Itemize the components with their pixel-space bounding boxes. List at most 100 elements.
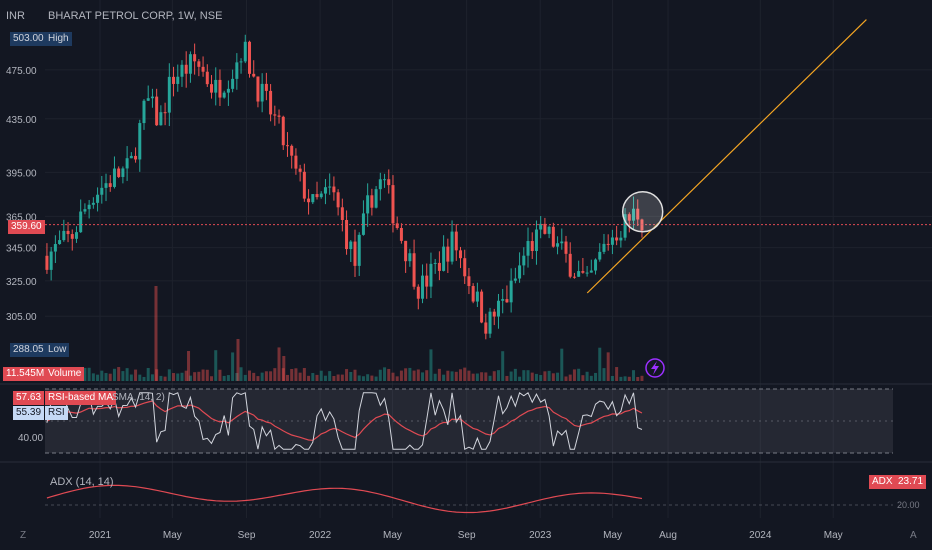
volume-bar	[336, 374, 340, 381]
volume-bar	[594, 372, 598, 381]
candle-body	[475, 291, 479, 302]
volume-bar	[518, 376, 522, 381]
volume-bar	[264, 371, 268, 381]
price-pane[interactable]	[45, 19, 932, 381]
volume-bar	[480, 372, 484, 381]
candle-body	[315, 194, 319, 198]
candle-body	[433, 262, 437, 264]
candle-body	[328, 186, 332, 188]
candle-body	[632, 208, 636, 221]
volume-bar	[256, 376, 260, 381]
candle-body	[636, 208, 640, 220]
candle-body	[277, 115, 281, 117]
candle-body	[197, 61, 201, 67]
candle-body	[193, 54, 197, 62]
volume-bar	[408, 367, 412, 381]
candle-body	[391, 185, 395, 224]
rsi-axis-label: 40.00	[18, 433, 44, 444]
candle-body	[290, 145, 294, 156]
volume-bar	[471, 373, 475, 381]
y-tick-label: 365.00	[6, 212, 37, 223]
volume-bar	[547, 370, 551, 381]
candle-body	[408, 253, 412, 262]
candle-body	[496, 300, 500, 317]
candle-body	[623, 214, 627, 238]
volume-bar	[302, 368, 306, 381]
volume-bar	[475, 373, 479, 381]
x-axis: 2021 May Sep 2022 May Sep 2023 May Aug 2024 May	[89, 530, 843, 541]
lightning-icon[interactable]	[645, 358, 665, 378]
volume-value-tag: 11.545M	[3, 367, 48, 381]
volume-bar	[484, 372, 488, 381]
volume-bar	[159, 375, 163, 381]
volume-bar	[366, 374, 370, 381]
candle-body	[480, 291, 484, 323]
candle-body	[231, 78, 235, 89]
candle-body	[564, 241, 568, 254]
volume-bar	[146, 367, 150, 381]
volume-bar	[205, 369, 209, 381]
candle-body	[298, 168, 302, 172]
volume-bar	[125, 368, 129, 381]
volume-bar	[463, 367, 467, 381]
volume-bar	[602, 368, 606, 381]
volume-bar	[581, 375, 585, 381]
volume-bar	[353, 369, 357, 381]
volume-bar	[282, 356, 286, 381]
y-tick-label: 325.00	[6, 277, 37, 288]
adx-axis-label: 20.00	[897, 500, 920, 510]
volume-bar	[222, 375, 226, 381]
volume-bar	[437, 368, 441, 381]
volume-bar	[568, 374, 572, 381]
volume-bar	[572, 369, 576, 381]
candle-body	[235, 62, 239, 79]
volume-bar	[429, 349, 433, 381]
candle-body	[45, 255, 49, 270]
adx-line	[46, 484, 643, 514]
adx-pane[interactable]	[45, 484, 893, 514]
candle-body	[70, 234, 74, 239]
volume-bar	[442, 374, 446, 381]
volume-bar	[163, 376, 167, 381]
volume-bar	[319, 370, 323, 381]
candle-body	[311, 194, 315, 203]
volume-bar	[104, 373, 108, 381]
volume-bar	[632, 370, 636, 381]
volume-bar	[421, 372, 425, 381]
candle-body	[442, 246, 446, 271]
candle-body	[100, 187, 104, 195]
candle-body	[345, 219, 349, 250]
volume-bar	[87, 367, 91, 381]
volume-bar	[214, 350, 218, 381]
candle-body	[176, 76, 180, 84]
candle-body	[387, 179, 391, 186]
volume-bar	[218, 369, 222, 381]
volume-bar	[226, 375, 230, 381]
auto-scale-button[interactable]: A	[910, 530, 917, 541]
volume-bar	[83, 367, 87, 381]
candle-body	[357, 234, 361, 266]
candle-body	[361, 213, 365, 235]
candle-body	[568, 253, 572, 277]
volume-bar	[277, 347, 281, 381]
candle-body	[146, 98, 150, 101]
volume-bar	[167, 369, 171, 381]
volume-bar	[378, 369, 382, 381]
volume-bar	[589, 375, 593, 381]
highlight-circle[interactable]	[621, 191, 664, 233]
candle-body	[121, 168, 125, 177]
zoom-button[interactable]: Z	[20, 530, 27, 541]
volume-bar	[294, 368, 298, 381]
volume-bar	[172, 373, 176, 381]
volume-bar	[91, 373, 95, 381]
volume-bar	[187, 351, 191, 381]
volume-bar	[290, 368, 294, 381]
rsi-pane[interactable]	[45, 388, 893, 454]
high-label-tag: High	[45, 32, 72, 46]
trendline[interactable]	[586, 19, 867, 294]
symbol-title[interactable]: BHARAT PETROL CORP, 1W, NSE	[48, 10, 223, 22]
x-tick-label: May	[824, 530, 843, 541]
rsi-settings: SMA, 14, 2)	[112, 392, 165, 403]
volume-bar	[129, 374, 133, 381]
